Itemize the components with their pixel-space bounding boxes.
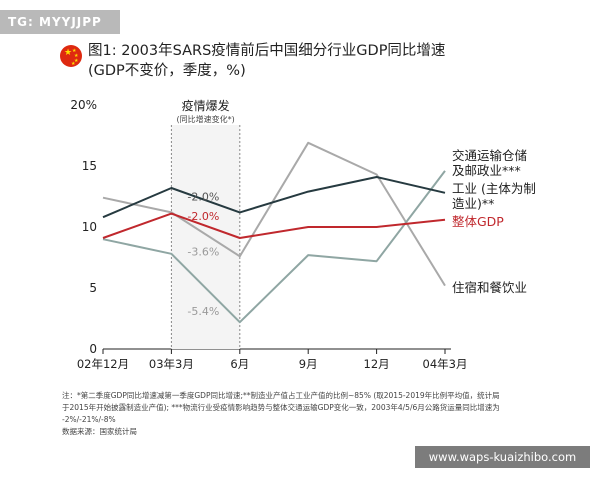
data-source: 数据来源：国家统计局 (62, 427, 137, 436)
x-tick-label: 02年12月 (77, 357, 129, 371)
change-label: -2.0% (187, 210, 219, 223)
x-tick-label: 03年3月 (149, 357, 194, 371)
footnote-line: -2%/-21%/-8% (62, 415, 116, 424)
change-label: -3.6% (187, 245, 219, 258)
series-label: 住宿和餐饮业 (452, 280, 527, 295)
series-line-transport (102, 141, 446, 287)
y-axis: 20% 15 10 5 0 (70, 98, 97, 356)
y-tick-label: 15 (82, 159, 97, 173)
series-lines (102, 141, 446, 324)
y-tick-label: 10 (82, 220, 97, 234)
series-label: 整体GDP (452, 214, 504, 229)
series-label: 造业)** (452, 196, 494, 211)
chart-title: 图1: 2003年SARS疫情前后中国细分行业GDP同比增速 (88, 43, 446, 59)
change-label: -5.4% (187, 305, 219, 318)
series-line-industry (102, 176, 446, 219)
series-line-hospitality (102, 170, 446, 324)
series-label: 工业 (主体为制 (452, 181, 536, 196)
outbreak-title: 疫情爆发 (182, 98, 230, 113)
series-label: 及邮政业*** (452, 163, 521, 178)
x-tick-label: 04年3月 (423, 357, 468, 371)
outbreak-subtitle: (同比增速变化*) (176, 114, 234, 124)
change-label: -2.0% (187, 191, 219, 204)
chart-subtitle: (GDP不变价，季度，%) (88, 63, 246, 79)
x-tick-label: 6月 (230, 357, 249, 371)
watermark-badge-bottom: www.waps-kuaizhibo.com (415, 446, 590, 468)
series-label: 交通运输仓储 (452, 148, 527, 163)
y-tick-label: 20% (70, 98, 97, 112)
watermark-badge-top: TG: MYYJJPP (0, 10, 120, 34)
x-tick-label: 9月 (299, 357, 318, 371)
x-tick-label: 12月 (364, 357, 390, 371)
y-tick-label: 5 (89, 281, 97, 295)
china-flag-icon: ★ ★ ★ ★ ★ (60, 45, 82, 67)
footnote: 注：*第二季度GDP同比增速减第一季度GDP同比增速;**制造业产值占工业产值的… (62, 390, 532, 438)
footnote-line: 注：*第二季度GDP同比增速减第一季度GDP同比增速;**制造业产值占工业产值的… (62, 391, 500, 400)
series-line-total (102, 212, 446, 239)
x-axis: 02年12月 03年3月 6月 9月 12月 04年3月 (77, 348, 468, 371)
footnote-line: 于2015年开始披露制造业产值); ***物流行业受疫情影响趋势与整体交通运输G… (62, 403, 500, 412)
y-tick-label: 0 (89, 342, 97, 356)
